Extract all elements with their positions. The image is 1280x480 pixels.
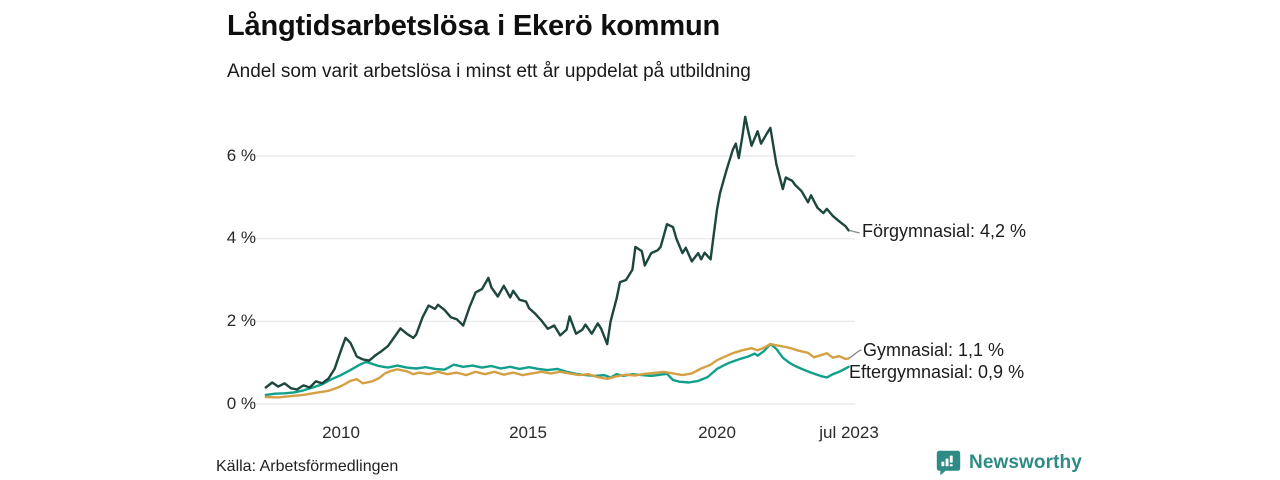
connector-forgymnasial (849, 229, 860, 234)
series-line-gymnasial (264, 342, 850, 399)
series-label-gymnasial: Gymnasial: 1,1 % (863, 340, 1005, 360)
chart-subtitle: Andel som varit arbetslösa i minst ett å… (227, 61, 751, 82)
source-note: Källa: Arbetsförmedlingen (216, 458, 399, 475)
x-axis-tick-label-jul-2023: jul 2023 (819, 423, 879, 442)
newsworthy-logo-icon (936, 450, 961, 476)
x-axis-tick-label-2010: 2010 (322, 423, 360, 442)
series-label-forgymnasial: Förgymnasial: 4,2 % (862, 221, 1027, 241)
newsworthy-brand-name[interactable]: Newsworthy (969, 452, 1082, 473)
x-axis-tick-label-2020: 2020 (698, 423, 736, 442)
connector-gymnasial (848, 349, 862, 359)
series-line-eftergymnasial (264, 342, 850, 397)
y-axis-tick-label-0: 0 % (226, 394, 256, 413)
series-line-förgymnasial (264, 115, 850, 391)
page-title: Långtidsarbetslösa i Ekerö kommun (227, 10, 720, 42)
newsworthy-brand[interactable]: Newsworthy (936, 450, 1082, 476)
series-label-eftergymnasial: Eftergymnasial: 0,9 % (849, 362, 1025, 382)
y-axis-tick-label-2: 2 % (226, 311, 256, 330)
y-axis-tick-label-6: 6 % (226, 146, 256, 165)
y-axis-tick-label-4: 4 % (226, 228, 256, 247)
x-axis-tick-label-2015: 2015 (509, 423, 547, 442)
